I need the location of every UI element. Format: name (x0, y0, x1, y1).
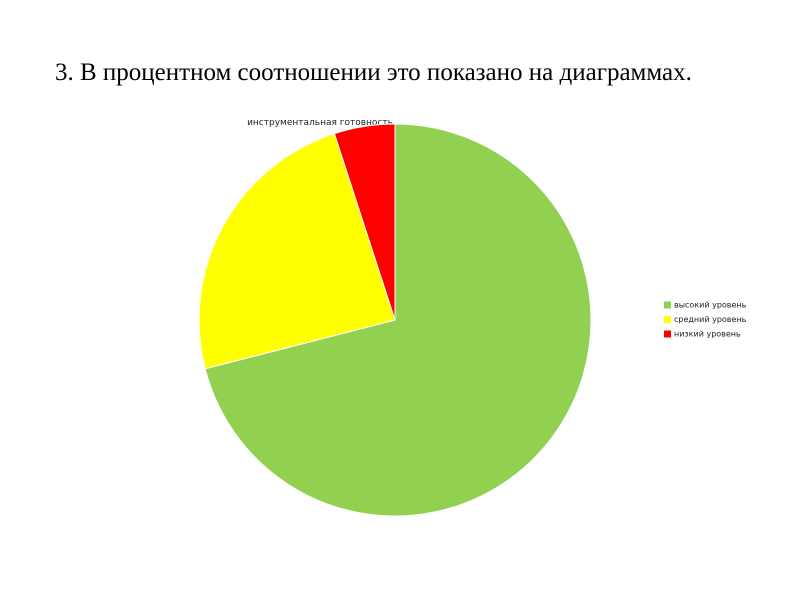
pie-slice (198, 132, 396, 370)
legend-swatch (664, 316, 671, 323)
chart-title: инструментальная готовность (247, 118, 393, 128)
legend-label: средний уровень (674, 315, 747, 324)
legend-swatch (664, 301, 671, 309)
slide-heading: 3. В процентном соотношении это показано… (55, 59, 692, 86)
pie-slice (333, 123, 396, 321)
pie-slice (204, 123, 592, 517)
legend-swatch (664, 330, 671, 338)
legend-label: низкий уровень (674, 330, 741, 339)
legend-label: высокий уровень (674, 301, 747, 310)
